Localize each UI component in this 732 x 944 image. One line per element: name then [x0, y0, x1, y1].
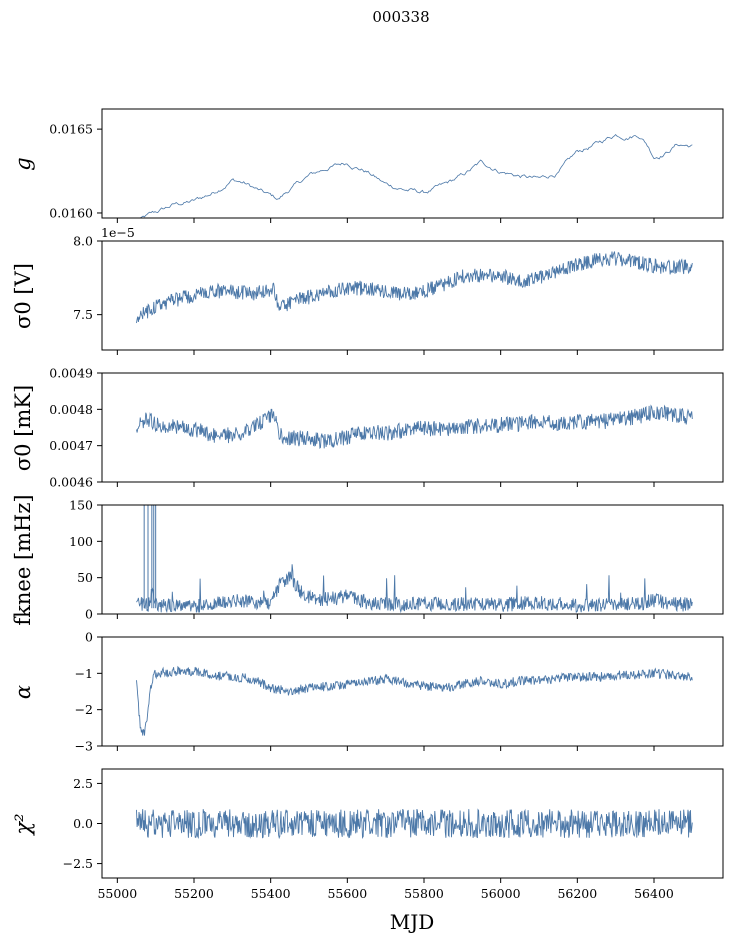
plot-area-chi2: −2.5 0.0 2.5 55000 55200 55400 55600 55800 56000…: [63, 768, 724, 901]
y-label-alpha: α: [11, 685, 35, 699]
series-line-chi2: [136, 808, 693, 840]
y-tick-label: −3: [75, 739, 93, 754]
panel-alpha: α: [11, 685, 35, 699]
axes-frame: [101, 240, 724, 351]
x-tick-label: 55400: [251, 886, 291, 901]
y-tick-label: 150: [69, 498, 93, 513]
series-line-sigma0-v: [136, 251, 693, 324]
y-tick-label: 50: [77, 570, 93, 585]
y-label-sigma0-mk: σ0 [mK]: [11, 385, 35, 471]
y-label-sigma0-v: σ0 [V]: [11, 263, 35, 329]
plot-area-gain: 0.0160 0.0165: [49, 108, 724, 223]
y-label-gain: g: [11, 157, 35, 170]
series-line-fknee: [136, 564, 693, 614]
y-tick-label: 0.0048: [49, 402, 93, 417]
y-tick-label: −2: [75, 702, 93, 717]
series-line-gain: [139, 134, 693, 218]
axes-frame: [101, 636, 724, 747]
y-tick-label: 0.0047: [49, 438, 93, 453]
x-tick-label: 55800: [404, 886, 444, 901]
y-label-fknee: fknee [mHz]: [11, 494, 35, 625]
x-axis-label: MJD: [390, 910, 435, 934]
series-line-sigma0-mk: [136, 404, 693, 450]
panel-chi2: χ²: [11, 813, 35, 836]
y-tick-label: 8.0: [73, 234, 93, 249]
y-tick-label: 0: [85, 607, 93, 622]
x-tick-label: 56000: [481, 886, 521, 901]
y-tick-label: 7.5: [73, 307, 93, 322]
axes-frame: [101, 372, 724, 483]
y-tick-label: 0: [85, 630, 93, 645]
panel-fknee: fknee [mHz]: [11, 494, 35, 625]
axes-frame: [101, 108, 724, 219]
y-tick-label: 0.0: [73, 816, 93, 831]
offset-text: 1e−5: [101, 225, 135, 240]
panel-sigma0-v: 1e−5 σ0 [V]: [11, 225, 135, 329]
figure-title: 000338: [372, 8, 429, 26]
x-tick-label: 55600: [327, 886, 367, 901]
y-tick-label: 0.0165: [49, 122, 93, 137]
x-tick-label: 55200: [174, 886, 214, 901]
plot-area-alpha: −3 −2 −1 0: [75, 630, 724, 754]
y-tick-label: 0.0160: [49, 205, 93, 220]
y-tick-label: 0.0046: [49, 475, 93, 490]
x-tick-label: 55000: [97, 886, 137, 901]
x-tick-label: 56400: [634, 886, 674, 901]
x-tick-label: 56200: [557, 886, 597, 901]
y-label-chi2: χ²: [11, 813, 35, 836]
plot-area-fknee: 0 50 100 150: [69, 498, 724, 622]
y-tick-label: 0.0049: [49, 366, 93, 381]
plot-area-sigma0-mk: 0.0046 0.0047 0.0048 0.0049: [49, 366, 724, 490]
plot-area-sigma0-v: 7.5 8.0: [73, 234, 724, 355]
series-line-alpha: [136, 665, 693, 736]
y-tick-label: −1: [75, 666, 93, 681]
y-tick-label: 2.5: [73, 776, 93, 791]
y-tick-label: 100: [69, 534, 93, 549]
panel-gain: g: [11, 157, 35, 170]
axes-frame: [101, 504, 724, 615]
panel-sigma0-mk: σ0 [mK]: [11, 385, 35, 471]
y-tick-label: −2.5: [63, 856, 93, 871]
